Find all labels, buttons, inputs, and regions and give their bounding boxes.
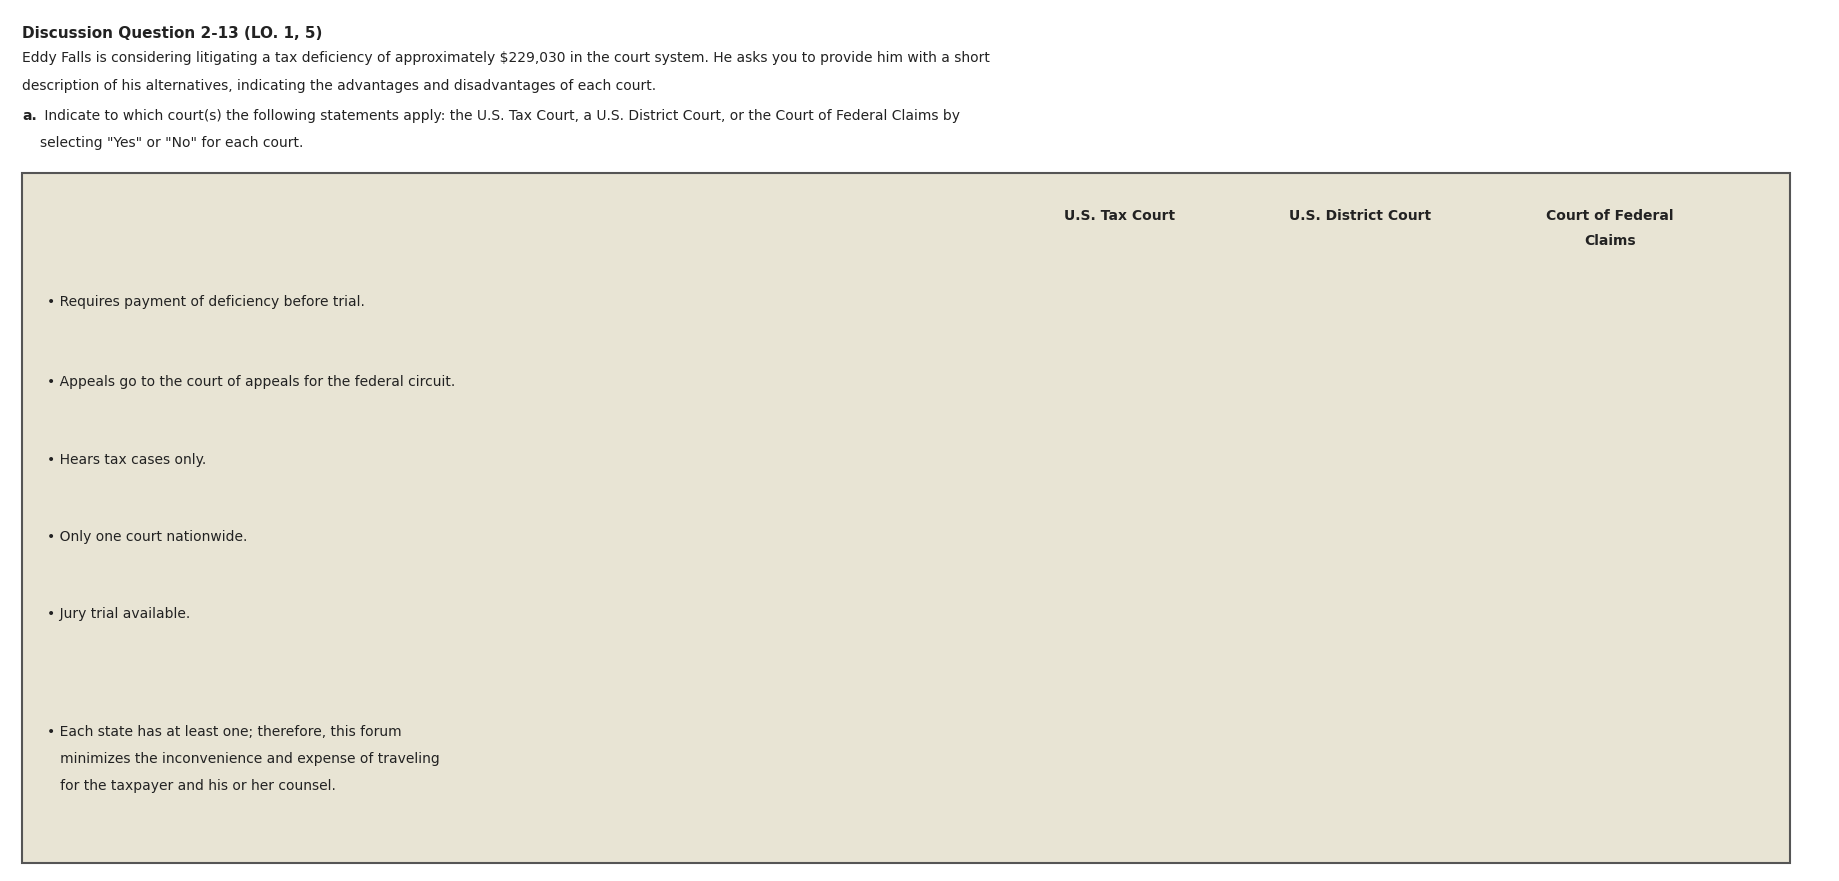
Text: Court of Federal: Court of Federal [1545, 209, 1673, 223]
Polygon shape [1662, 734, 1675, 744]
Polygon shape [1173, 384, 1186, 394]
Polygon shape [1412, 734, 1425, 744]
Polygon shape [1173, 616, 1186, 626]
Text: • Appeals go to the court of appeals for the federal circuit.: • Appeals go to the court of appeals for… [48, 375, 454, 389]
Polygon shape [1173, 539, 1186, 549]
Text: • Each state has at least one; therefore, this forum: • Each state has at least one; therefore… [48, 725, 401, 739]
Text: selecting "Yes" or "No" for each court.: selecting "Yes" or "No" for each court. [40, 136, 303, 150]
Text: description of his alternatives, indicating the advantages and disadvantages of : description of his alternatives, indicat… [22, 79, 657, 93]
Polygon shape [1412, 304, 1425, 314]
Polygon shape [1662, 384, 1675, 394]
Polygon shape [1173, 304, 1186, 314]
Polygon shape [1662, 616, 1675, 626]
Polygon shape [1412, 462, 1425, 472]
Text: • Hears tax cases only.: • Hears tax cases only. [48, 453, 206, 467]
Polygon shape [1173, 462, 1186, 472]
Polygon shape [1662, 539, 1675, 549]
Polygon shape [1412, 539, 1425, 549]
Text: • Jury trial available.: • Jury trial available. [48, 607, 189, 621]
Text: • Only one court nationwide.: • Only one court nationwide. [48, 530, 246, 544]
Polygon shape [1412, 616, 1425, 626]
Text: Discussion Question 2-13 (LO. 1, 5): Discussion Question 2-13 (LO. 1, 5) [22, 26, 322, 41]
Text: Indicate to which court(s) the following statements apply: the U.S. Tax Court, a: Indicate to which court(s) the following… [40, 109, 960, 123]
Polygon shape [1412, 384, 1425, 394]
Text: • Requires payment of deficiency before trial.: • Requires payment of deficiency before … [48, 295, 364, 309]
Text: a.: a. [22, 109, 37, 123]
Polygon shape [1173, 734, 1186, 744]
Polygon shape [1662, 304, 1675, 314]
Text: minimizes the inconvenience and expense of traveling: minimizes the inconvenience and expense … [48, 752, 440, 766]
Polygon shape [1662, 462, 1675, 472]
Text: U.S. Tax Court: U.S. Tax Court [1063, 209, 1175, 223]
Text: Eddy Falls is considering litigating a tax deficiency of approximately $229,030 : Eddy Falls is considering litigating a t… [22, 51, 989, 65]
Text: for the taxpayer and his or her counsel.: for the taxpayer and his or her counsel. [48, 779, 337, 793]
Text: U.S. District Court: U.S. District Court [1289, 209, 1431, 223]
Text: Claims: Claims [1583, 234, 1635, 248]
